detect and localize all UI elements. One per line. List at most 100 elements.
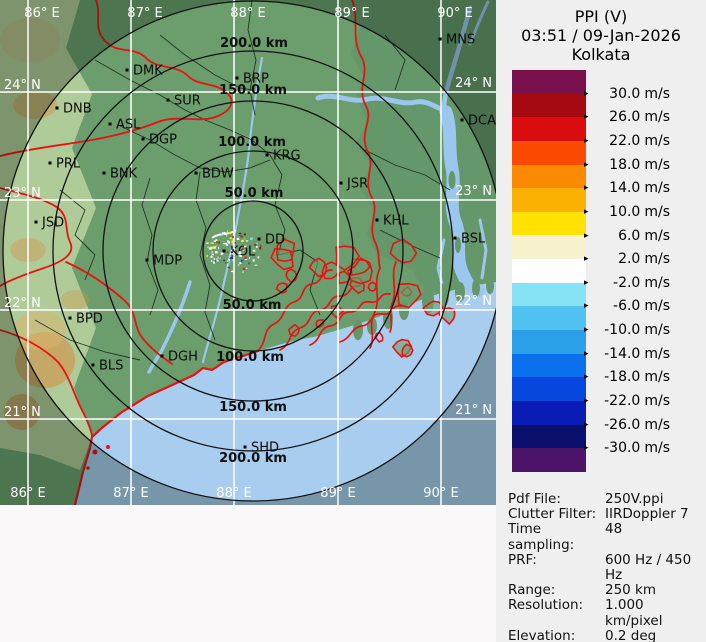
range-ring-label: 200.0 km xyxy=(219,451,287,466)
latitude-label-left: 22° N xyxy=(4,296,41,311)
clutter-speckle xyxy=(206,242,209,244)
panel-header: PPI (V) 03:51 / 09-Jan-2026 Kolkata xyxy=(496,0,706,64)
clutter-speckle xyxy=(228,259,230,261)
clutter-speckle xyxy=(229,236,232,240)
velocity-label: ▸ -6.0 m/s xyxy=(584,298,670,314)
info-panel: PPI (V) 03:51 / 09-Jan-2026 Kolkata Pdf … xyxy=(496,0,706,642)
metadata-row: Range: 250 km xyxy=(508,583,702,598)
clutter-speckle xyxy=(213,257,215,260)
legend-tick-marker: ▸ xyxy=(584,135,589,146)
clutter-speckle xyxy=(236,237,240,240)
clutter-speckle xyxy=(229,235,232,237)
delta-island xyxy=(275,238,296,263)
station-label-BRP: BRP xyxy=(243,72,269,87)
longitude-label-top: 89° E xyxy=(334,6,369,21)
clutter-speckle xyxy=(231,236,234,238)
metadata-label: Clutter Filter: xyxy=(508,506,597,523)
velocity-value: -6.0 xyxy=(613,298,641,315)
station-dot-KOL xyxy=(222,249,226,253)
longitude-label-bottom: 87° E xyxy=(113,486,148,501)
clutter-speckle xyxy=(214,260,217,262)
colorbar-band xyxy=(512,117,586,141)
station-label-DCA: DCA xyxy=(468,114,496,129)
metadata-value: IIRDoppler 7 xyxy=(605,506,689,523)
velocity-value: -10.0 xyxy=(604,322,641,339)
clutter-speckle xyxy=(252,249,256,252)
clutter-speckle xyxy=(223,259,226,262)
clutter-speckle xyxy=(225,234,227,235)
velocity-value: -22.0 xyxy=(604,393,641,410)
clutter-speckle xyxy=(231,255,234,258)
sea xyxy=(75,282,496,505)
clutter-speckle xyxy=(228,266,231,269)
clutter-speckle xyxy=(259,248,261,250)
latitude-label-right: 23° N xyxy=(455,184,492,199)
delta-island xyxy=(350,258,371,277)
clutter-speckle xyxy=(244,237,246,240)
stations-layer: MNS DCA DMK BRP SUR DNB ASL DGP KRG PRL BNK BDW JSR K… xyxy=(34,33,496,456)
legend-tick-marker: ▸ xyxy=(584,372,589,383)
velocity-unit: m/s xyxy=(644,274,670,291)
clutter-speckle xyxy=(260,245,262,248)
velocity-unit: m/s xyxy=(644,440,670,457)
clutter-speckle xyxy=(223,232,226,234)
clutter-speckle xyxy=(218,246,219,250)
clutter-speckle xyxy=(239,262,242,265)
station-dot-ASL xyxy=(108,122,112,126)
station-dot-BPD xyxy=(68,316,72,320)
clutter-speckle xyxy=(238,232,242,234)
velocity-label: ▸ 10.0 m/s xyxy=(584,204,670,220)
station-label-DGH: DGH xyxy=(168,350,198,365)
clutter-speckle xyxy=(242,239,244,242)
station-label-DMK: DMK xyxy=(133,64,163,79)
legend-tick-marker: ▸ xyxy=(584,301,589,312)
station-label-SHD: SHD xyxy=(251,441,279,456)
velocity-colorbar xyxy=(512,70,586,472)
clutter-speckle xyxy=(225,262,227,264)
velocity-value: 2.0 xyxy=(618,251,641,268)
delta-island xyxy=(397,282,422,309)
station-label-MNS: MNS xyxy=(446,33,475,48)
station-dot-BLS xyxy=(91,363,95,367)
velocity-unit: m/s xyxy=(644,322,670,339)
latitude-label-left: 24° N xyxy=(4,78,41,93)
station-label-KRG: KRG xyxy=(273,149,301,164)
station-label-KOL: KOL xyxy=(230,245,256,260)
velocity-label: ▸ -30.0 m/s xyxy=(584,440,670,456)
latitude-label-left: 21° N xyxy=(4,405,41,420)
clutter-speckle xyxy=(211,260,213,262)
clutter-speckle xyxy=(244,258,248,260)
clutter-speckle xyxy=(248,262,250,265)
scan-datetime: 03:51 / 09-Jan-2026 xyxy=(521,26,681,45)
clutter-speckle xyxy=(226,230,229,233)
clutter-speckle xyxy=(211,246,214,249)
longitude-label-top: 88° E xyxy=(230,6,265,21)
rivers xyxy=(147,0,490,374)
metadata-value: 250 km xyxy=(605,582,657,599)
clutter-speckle xyxy=(234,241,237,244)
velocity-value: -14.0 xyxy=(604,345,641,362)
station-label-ASL: ASL xyxy=(116,118,141,133)
clutter-speckle xyxy=(225,235,228,237)
clutter-speckle xyxy=(242,270,244,273)
longitude-label-bottom: 88° E xyxy=(216,486,251,501)
bottom-blank-strip xyxy=(0,505,496,642)
legend-tick-marker: ▸ xyxy=(584,419,589,430)
legend-tick-marker: ▸ xyxy=(584,396,589,407)
station-dot-DGH xyxy=(160,354,164,358)
velocity-unit: m/s xyxy=(644,369,670,386)
station-dot-BSL xyxy=(453,236,457,240)
clutter-speckle xyxy=(231,253,233,255)
product-title: PPI (V) xyxy=(574,7,628,26)
station-label-PRL: PRL xyxy=(56,157,81,172)
clutter-speckle xyxy=(240,249,243,251)
clutter-speckle xyxy=(242,267,245,270)
legend-tick-marker: ▸ xyxy=(584,183,589,194)
clutter-speckle xyxy=(245,240,249,242)
clutter-speckle xyxy=(235,250,237,253)
longitude-label-top: 90° E xyxy=(437,6,472,21)
station-dot-SUR xyxy=(166,98,170,102)
station-label-KHL: KHL xyxy=(383,214,409,229)
metadata-value: 600 Hz / 450 Hz xyxy=(605,551,692,584)
station-dot-PRL xyxy=(48,161,52,165)
